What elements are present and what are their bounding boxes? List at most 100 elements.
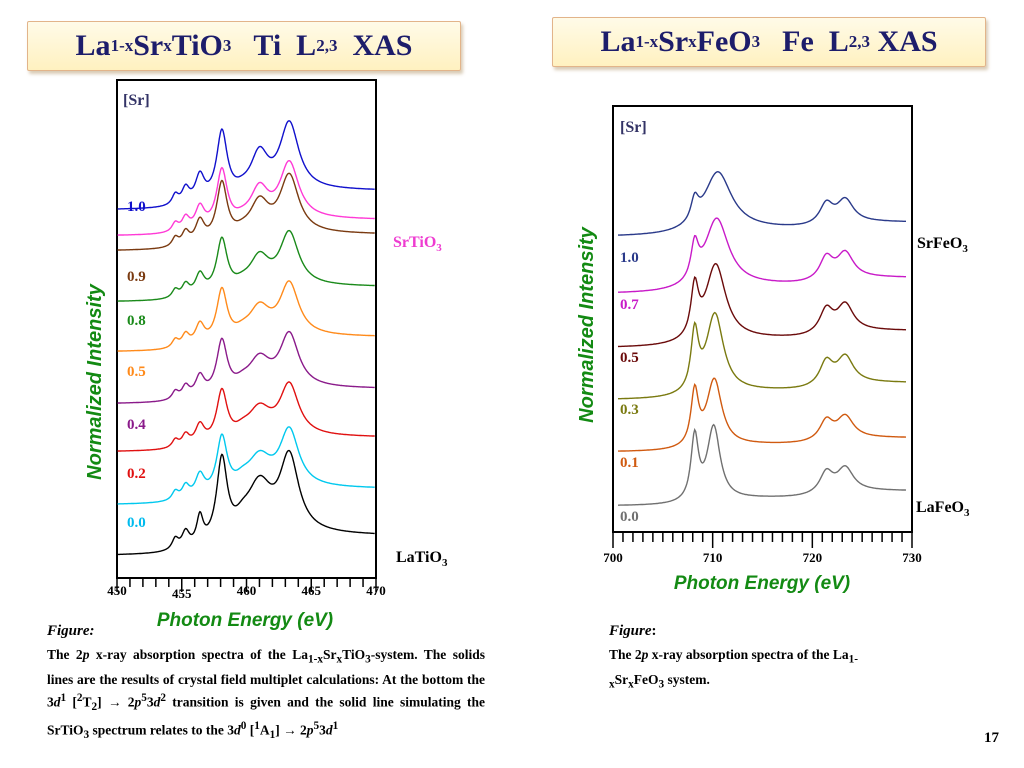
caption-sub: 1 <box>269 729 276 742</box>
end-label-latio3: LaTiO3 <box>396 549 448 569</box>
series-label: 1.0 <box>620 250 639 266</box>
caption-text: TiO <box>342 647 366 662</box>
y-axis-title: Normalized Intensity <box>84 283 106 479</box>
title-text: Ti L <box>253 29 317 62</box>
end-label-lafeo3: LaFeO3 <box>916 499 970 519</box>
title-text: La <box>75 29 111 62</box>
caption-text: [ <box>66 694 77 710</box>
caption-sup: 1 <box>332 719 339 732</box>
end-label-sub: 3 <box>964 507 970 519</box>
caption-text: 3 <box>319 722 326 738</box>
right-caption: Figure: The 2p x-ray absorption spectra … <box>609 622 909 694</box>
caption-sub: 3 <box>83 729 90 742</box>
x-tick-label: 700 <box>603 550 623 565</box>
series-label: 0.4 <box>127 417 146 433</box>
caption-sub: 1-x <box>609 653 858 691</box>
x-tick-label: 455 <box>172 586 192 601</box>
caption-text: T <box>82 694 92 710</box>
legend-header: [Sr] <box>123 92 150 109</box>
series-line-1.0 <box>618 170 906 236</box>
caption-text: d <box>325 722 333 738</box>
x-tick-label: 470 <box>366 583 386 598</box>
caption-text: p <box>134 694 142 710</box>
caption-text: ] → 2 <box>275 722 307 738</box>
caption-heading: Figure: <box>47 623 95 639</box>
title-sub: 2,3 <box>848 32 871 51</box>
title-sub: x <box>163 36 172 55</box>
series-line-0.0 <box>117 449 375 556</box>
title-sub: 1-x <box>110 36 134 55</box>
series-line-0.5 <box>117 280 375 352</box>
end-label-srtio3: SrTiO3 <box>393 234 442 254</box>
caption-text: A <box>259 722 270 738</box>
caption-text: d <box>233 722 241 738</box>
series-line-0.8 <box>117 229 375 302</box>
caption-sup: 1 <box>60 691 67 704</box>
series-label: 0.8 <box>127 313 146 329</box>
series-line-0.3 <box>618 311 906 400</box>
left-caption: Figure: The 2p x-ray absorption spectra … <box>47 622 485 745</box>
series-line-0.5 <box>617 262 907 348</box>
caption-text: p <box>82 647 90 662</box>
x-tick-label: 450 <box>107 583 127 598</box>
series-label: 0.3 <box>620 402 639 418</box>
series-label: 0.1 <box>620 455 639 471</box>
caption-text: The 2 <box>609 647 642 662</box>
x-axis-title: Photon Energy (eV) <box>674 573 850 594</box>
left-title: La 1-x Sr x TiO 3 Ti L 2,3 XAS <box>27 21 461 71</box>
series-line-0.9 <box>117 172 375 251</box>
x-tick-label: 460 <box>237 583 257 598</box>
caption-sub: x <box>628 678 634 691</box>
caption-sup: 5 <box>313 719 320 732</box>
title-text: XAS <box>870 25 938 58</box>
series-line-0.7 <box>618 217 906 293</box>
caption-heading-colon: : <box>651 623 657 639</box>
series-line-0.0 <box>618 423 907 506</box>
caption-sub: 3 <box>658 678 665 691</box>
title-sub: 1-x <box>635 32 659 51</box>
end-label-srfeo3: SrFeO3 <box>917 235 968 255</box>
series-label: 1.0 <box>127 199 146 215</box>
caption-text: The 2 <box>47 647 83 662</box>
caption-text: d <box>153 694 161 710</box>
plot-frame-left <box>116 79 377 579</box>
x-tick-label: 720 <box>803 550 823 565</box>
end-label-sub: 3 <box>436 242 442 254</box>
series-label: 0.0 <box>127 515 146 531</box>
title-text: Fe L <box>782 25 849 58</box>
end-label-sub: 3 <box>962 243 968 255</box>
series-line-0.2 <box>117 381 375 452</box>
title-sub: x <box>688 32 697 51</box>
x-tick-label: 710 <box>703 550 723 565</box>
caption-text: x-ray absorption spectra of the La <box>648 647 849 662</box>
series-line-1.0 <box>117 120 375 210</box>
page-number: 17 <box>984 730 999 746</box>
series-line-0.4 <box>117 330 375 404</box>
title-text: FeO <box>696 25 752 58</box>
caption-text: FeO <box>633 671 659 687</box>
series-label: 0.0 <box>620 509 639 525</box>
x-tick-label: 465 <box>302 583 322 598</box>
series-label: 0.2 <box>127 466 146 482</box>
caption-heading-text: Figure <box>609 623 652 639</box>
caption-sup: 2 <box>160 691 166 704</box>
series-label: 0.7 <box>620 297 639 313</box>
caption-sub: 3 <box>365 653 371 666</box>
caption-text: transition is given and the solid line s… <box>47 694 486 738</box>
caption-text: spectrum relates to the 3 <box>89 722 234 738</box>
plot-frame-right <box>612 105 913 533</box>
caption-text: -system. The solids lines are the result… <box>47 647 485 710</box>
caption-sub: 1-x <box>307 653 323 666</box>
caption-text: system. <box>664 671 710 687</box>
caption-text: d <box>53 694 61 710</box>
title-sub: 3 <box>222 36 232 55</box>
caption-sub: 2 <box>91 700 98 713</box>
series-label: 0.5 <box>620 350 639 366</box>
y-axis-title: Normalized Intensity <box>576 226 598 422</box>
title-text: XAS <box>337 29 413 62</box>
series-label: 0.9 <box>127 269 146 285</box>
caption-body: The 2p x-ray absorption spectra of the L… <box>609 645 909 694</box>
series-line-0.1 <box>618 377 906 452</box>
caption-heading: Figure: <box>609 622 909 641</box>
